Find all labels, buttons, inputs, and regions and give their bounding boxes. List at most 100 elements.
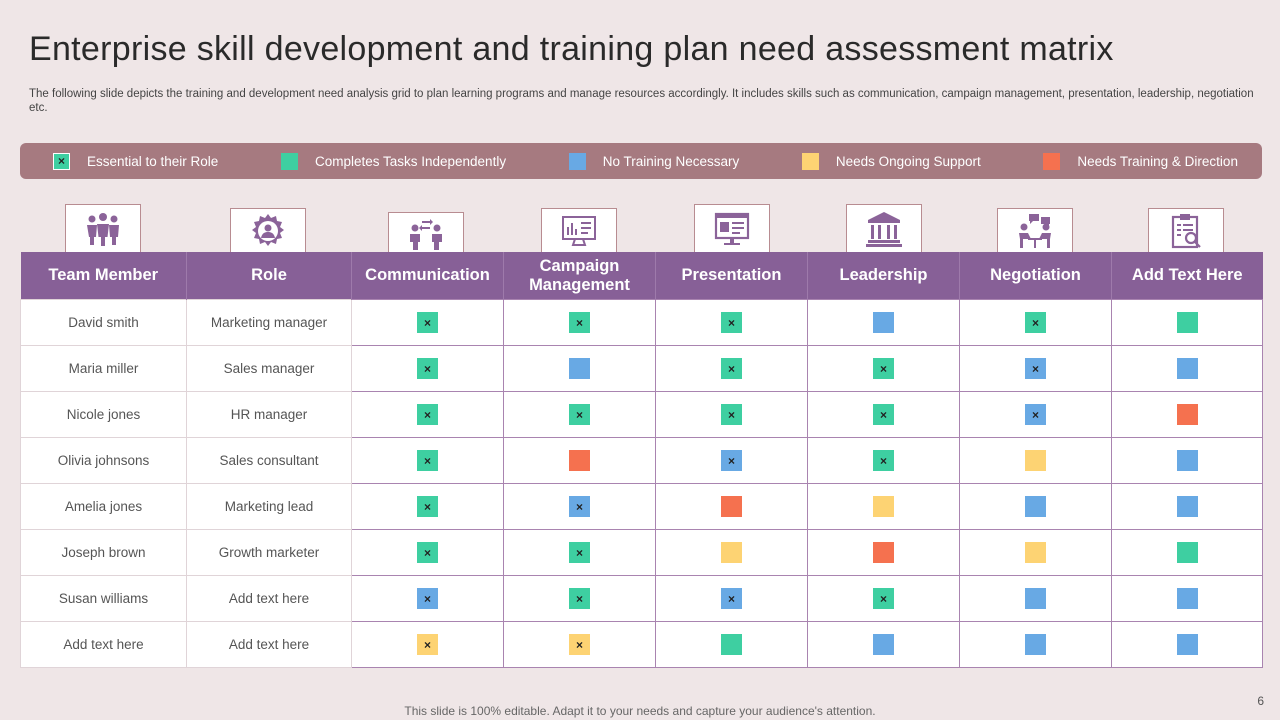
table-row: Maria miller Sales manager × × × ×	[20, 345, 1263, 392]
status-swatch-ongoing	[873, 496, 894, 517]
role-cell: Add text here	[186, 575, 352, 622]
skill-cell: ×	[351, 437, 504, 484]
status-swatch-no-training: ×	[1025, 404, 1046, 425]
status-swatch-completes: ×	[417, 496, 438, 517]
status-swatch-needs-training	[873, 542, 894, 563]
status-swatch-no-training	[1176, 450, 1198, 471]
skill-cell	[1111, 621, 1263, 668]
status-swatch-no-training	[873, 312, 894, 333]
skill-cell	[807, 529, 960, 576]
status-swatch-completes: ×	[873, 404, 894, 425]
legend-item-essential: × Essential to their Role	[53, 152, 219, 170]
column-header-campaign-management: Campaign Management	[503, 252, 656, 300]
status-swatch-completes: ×	[873, 588, 894, 609]
legend-label: Essential to their Role	[87, 153, 219, 169]
x-mark-icon: ×	[575, 637, 583, 652]
skill-cell: ×	[807, 575, 960, 622]
team-icon	[65, 204, 141, 252]
status-swatch-no-training	[1025, 588, 1046, 609]
x-mark-icon: ×	[575, 545, 583, 560]
legend-label: Completes Tasks Independently	[314, 153, 507, 169]
skill-cell: ×	[655, 299, 808, 346]
status-swatch-completes: ×	[569, 312, 590, 333]
skill-cell	[807, 621, 960, 668]
legend-label: No Training Necessary	[602, 153, 740, 169]
communication-icon	[388, 212, 464, 252]
page-title: Enterprise skill development and trainin…	[29, 30, 1114, 68]
column-header-presentation: Presentation	[655, 252, 808, 300]
status-swatch-completes	[1176, 312, 1198, 333]
skill-cell: ×	[655, 345, 808, 392]
clipboard-search-icon	[1148, 208, 1224, 252]
column-header-team-member: Team Member	[20, 252, 187, 300]
skill-cell	[1111, 483, 1263, 530]
x-mark-icon: ×	[727, 407, 735, 422]
skill-cell	[1111, 391, 1263, 438]
status-swatch-no-training	[1176, 496, 1198, 517]
status-swatch-ongoing	[1025, 542, 1046, 563]
skill-cell: ×	[959, 345, 1112, 392]
x-mark-icon: ×	[423, 453, 431, 468]
team-member-name: Susan williams	[20, 575, 187, 622]
status-swatch-no-training	[1176, 358, 1198, 379]
skill-cell: ×	[351, 345, 504, 392]
status-swatch-completes: ×	[417, 450, 438, 471]
skill-cell	[959, 437, 1112, 484]
role-cell: Add text here	[186, 621, 352, 668]
table-row: Susan williams Add text here × × × ×	[20, 575, 1263, 622]
status-swatch-no-training	[873, 634, 894, 655]
status-swatch-no-training: ×	[721, 588, 742, 609]
skill-cell: ×	[503, 483, 656, 530]
skill-cell: ×	[959, 391, 1112, 438]
skill-cell	[959, 575, 1112, 622]
x-mark-icon: ×	[1031, 315, 1039, 330]
status-swatch-completes: ×	[569, 588, 590, 609]
status-swatch-completes: ×	[873, 358, 894, 379]
status-swatch-ongoing: ×	[569, 634, 590, 655]
column-header-role: Role	[186, 252, 352, 300]
x-mark-icon: ×	[423, 407, 431, 422]
team-member-name: Maria miller	[20, 345, 187, 392]
team-member-name: Nicole jones	[20, 391, 187, 438]
skill-cell	[959, 529, 1112, 576]
skill-cell	[503, 345, 656, 392]
page-subtitle: The following slide depicts the training…	[29, 88, 1254, 114]
skill-cell	[655, 483, 808, 530]
status-swatch-completes	[1176, 542, 1198, 563]
status-swatch-no-training	[1176, 588, 1198, 609]
team-member-name: Olivia johnsons	[20, 437, 187, 484]
legend-swatch	[1043, 152, 1061, 170]
status-swatch-completes: ×	[721, 404, 742, 425]
legend-item-completes: Completes Tasks Independently	[280, 152, 507, 170]
status-swatch-ongoing: ×	[417, 634, 438, 655]
skill-cell	[503, 437, 656, 484]
skill-cell: ×	[807, 391, 960, 438]
status-swatch-no-training	[1025, 496, 1046, 517]
x-mark-icon: ×	[727, 361, 735, 376]
status-swatch-completes: ×	[873, 450, 894, 471]
skill-cell: ×	[503, 575, 656, 622]
skill-cell	[1111, 437, 1263, 484]
table-header-row: Team Member Role Communication Campaign Mana…	[20, 252, 1263, 300]
status-swatch-completes: ×	[417, 404, 438, 425]
skill-cell	[959, 483, 1112, 530]
skill-cell: ×	[351, 621, 504, 668]
x-mark-icon: ×	[727, 315, 735, 330]
status-swatch-completes: ×	[569, 542, 590, 563]
skill-cell	[807, 299, 960, 346]
column-header-leadership: Leadership	[807, 252, 960, 300]
x-mark-icon: ×	[727, 453, 735, 468]
legend-label: Needs Training & Direction	[1077, 153, 1238, 169]
skill-cell	[1111, 345, 1263, 392]
footer-note: This slide is 100% editable. Adapt it to…	[404, 704, 876, 718]
skill-cell	[655, 621, 808, 668]
skill-cell: ×	[655, 391, 808, 438]
column-header-communication: Communication	[351, 252, 504, 300]
campaign-dashboard-icon	[541, 208, 617, 252]
table-row: Amelia jones Marketing lead × ×	[20, 483, 1263, 530]
team-member-name: Amelia jones	[20, 483, 187, 530]
assessment-matrix: Team Member Role Communication Campaign Mana…	[20, 252, 1263, 668]
skill-cell: ×	[655, 575, 808, 622]
table-row: Olivia johnsons Sales consultant × × ×	[20, 437, 1263, 484]
x-mark-icon: ×	[423, 315, 431, 330]
